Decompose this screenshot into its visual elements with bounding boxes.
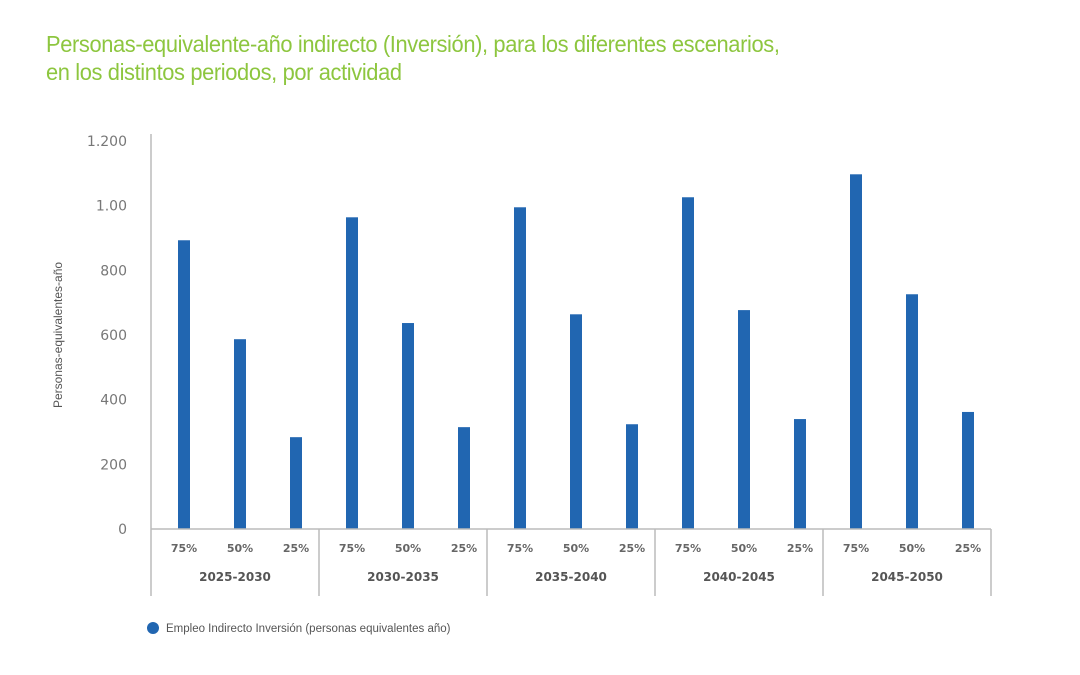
x-tick-label: 25% — [955, 542, 981, 555]
bar — [794, 419, 806, 529]
x-tick-label: 50% — [563, 542, 589, 555]
bar — [906, 294, 918, 529]
bar — [346, 217, 358, 529]
x-tick-label: 75% — [675, 542, 701, 555]
bar — [850, 174, 862, 529]
x-tick-label: 25% — [283, 542, 309, 555]
chart-title: Personas-equivalente-año indirecto (Inve… — [46, 30, 780, 86]
x-group-label: 2035-2040 — [535, 570, 607, 584]
bar — [682, 197, 694, 529]
y-axis-label: Personas-equivalentes-año — [51, 262, 65, 408]
bar — [514, 207, 526, 530]
y-tick-label: 200 — [100, 457, 127, 473]
x-tick-label: 50% — [227, 542, 253, 555]
x-tick-label: 25% — [619, 542, 645, 555]
x-tick-label: 75% — [171, 542, 197, 555]
bar — [234, 339, 246, 529]
bar — [178, 240, 190, 529]
x-group-label: 2045-2050 — [871, 570, 943, 584]
bars — [178, 174, 974, 530]
bar — [458, 427, 470, 529]
x-tick-label: 25% — [451, 542, 477, 555]
x-group-label: 2040-2045 — [703, 570, 775, 584]
bar — [290, 437, 302, 529]
x-tick-label: 50% — [731, 542, 757, 555]
y-tick-label: 1.200 — [87, 134, 127, 150]
legend-label: Empleo Indirecto Inversión (personas equ… — [166, 623, 451, 635]
bar — [626, 424, 638, 529]
bar — [738, 310, 750, 529]
y-tick-label: 400 — [100, 393, 127, 409]
bar — [570, 314, 582, 529]
bar — [962, 411, 974, 529]
chart-title-line-2: en los distintos periodos, por actividad — [46, 59, 402, 85]
x-tick-label: 50% — [395, 542, 421, 555]
x-axis: 2025-2030 75% 50% 25% 2030-2035 75% 50% 25% 2035… — [150, 528, 992, 596]
legend-swatch-icon — [147, 622, 159, 634]
x-tick-label: 50% — [899, 542, 925, 555]
y-tick-label: 0 — [118, 522, 127, 538]
x-group-label: 2030-2035 — [367, 570, 439, 584]
x-tick-label: 75% — [507, 542, 533, 555]
chart-title-line-1: Personas-equivalente-año indirecto (Inve… — [46, 31, 780, 57]
x-group-label: 2025-2030 — [199, 570, 271, 584]
x-tick-label: 25% — [787, 542, 813, 555]
bar — [402, 323, 414, 529]
legend: Empleo Indirecto Inversión (personas equ… — [147, 622, 451, 635]
y-tick-label: 800 — [100, 263, 127, 279]
y-tick-label: 1.00 — [96, 199, 127, 215]
y-axis: 0 200 400 600 800 1.00 1.200 — [87, 134, 152, 538]
y-tick-label: 600 — [100, 328, 127, 344]
x-tick-label: 75% — [339, 542, 365, 555]
x-tick-label: 75% — [843, 542, 869, 555]
